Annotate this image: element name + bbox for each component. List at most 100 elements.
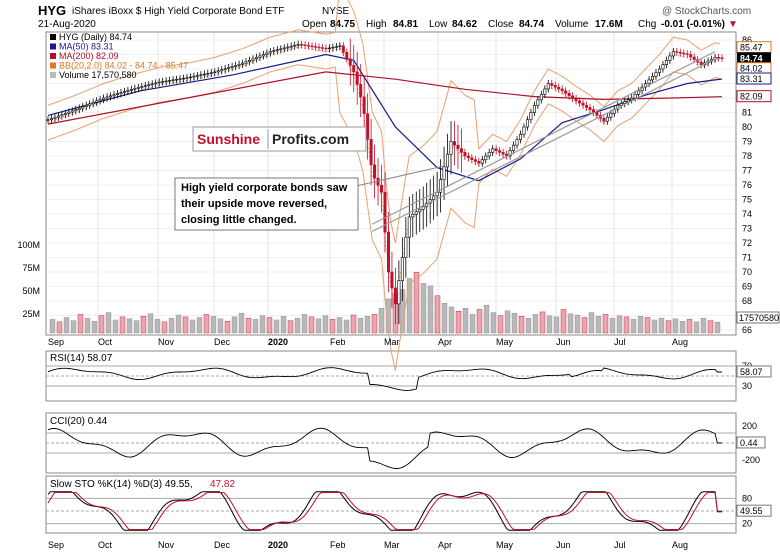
candle-body xyxy=(605,116,609,122)
trend-line-lower xyxy=(371,58,716,232)
volume-bar xyxy=(56,321,63,334)
volume-bar xyxy=(245,317,252,334)
rsi-tag: 58.07 xyxy=(740,367,763,377)
cci-label: CCI(20) 0.44 xyxy=(50,416,108,427)
candle-body xyxy=(682,52,686,55)
price-tick-label: 78 xyxy=(742,151,752,161)
volume-bar xyxy=(588,312,595,334)
volume-bar xyxy=(420,283,427,334)
volume-bar xyxy=(217,318,224,334)
price-tick-label: 73 xyxy=(742,224,752,234)
volume-bar xyxy=(357,317,364,334)
volume-bar xyxy=(294,317,301,334)
bb-lower xyxy=(47,64,720,371)
candle-body xyxy=(331,46,335,49)
candle-body xyxy=(491,148,495,153)
volume-bar xyxy=(161,321,168,334)
volume-bar xyxy=(511,312,518,334)
volume-bar xyxy=(371,314,378,334)
candle-body xyxy=(543,88,547,95)
candle-body xyxy=(91,102,95,105)
x-tick-label-bottom: Dec xyxy=(214,540,231,550)
stochastic-indicator: 80 20 49.55 xyxy=(46,491,772,531)
volume-bar xyxy=(490,312,497,334)
x-tick-label-top: Oct xyxy=(98,337,113,347)
candle-body xyxy=(115,93,119,96)
candle-body xyxy=(595,112,599,116)
x-tick-label-top: Dec xyxy=(214,337,231,347)
candle-body xyxy=(63,113,67,115)
svg-text:Low: Low xyxy=(429,19,448,30)
candle-body xyxy=(334,46,338,48)
volume-tag-bg xyxy=(736,311,780,324)
candle-body xyxy=(717,57,721,59)
candle-body xyxy=(74,109,78,112)
x-tick-label-bottom: 2020 xyxy=(268,540,288,550)
candle-body xyxy=(272,50,276,52)
sto-tag: 49.55 xyxy=(740,506,763,516)
candle-body xyxy=(414,211,418,215)
candle-body xyxy=(571,95,575,99)
volume-bar xyxy=(91,321,98,334)
candle-body xyxy=(560,88,564,92)
candle-body xyxy=(102,97,106,100)
candle-body xyxy=(314,46,318,48)
candle-body xyxy=(348,58,352,66)
candle-body xyxy=(213,71,217,74)
candle-body xyxy=(279,48,283,51)
candle-body xyxy=(470,157,474,160)
candle-body xyxy=(525,119,529,128)
candle-body xyxy=(550,83,554,86)
price-tick-label: 66 xyxy=(742,325,752,335)
candle-body xyxy=(209,72,213,74)
volume-bar xyxy=(707,320,714,334)
candle-body xyxy=(446,153,450,168)
volume-bar xyxy=(308,316,315,334)
volume-bar xyxy=(406,278,413,334)
price-tick-label: 68 xyxy=(742,296,752,306)
svg-text:Volume: Volume xyxy=(555,19,589,30)
cci-line xyxy=(47,427,722,469)
volume-bar xyxy=(203,314,210,334)
x-tick-label-top: Sep xyxy=(48,337,64,347)
legend-swatch xyxy=(50,34,56,40)
price-tick-label: 79 xyxy=(742,137,752,147)
volume-bar xyxy=(595,316,602,334)
price-tag-bg xyxy=(736,90,772,103)
volume-bar xyxy=(238,312,245,334)
volume-bar xyxy=(434,295,441,334)
price-tick-label: 74 xyxy=(742,209,752,219)
candle-body xyxy=(452,141,456,146)
volume-bar xyxy=(553,316,560,334)
volume-bar xyxy=(518,316,525,334)
volume-bar xyxy=(609,317,616,334)
candle-body xyxy=(192,75,196,78)
price-tag: 83.31 xyxy=(740,74,763,84)
candle-body xyxy=(168,80,172,82)
volume-tick-label: 50M xyxy=(22,286,40,296)
trend-channel xyxy=(371,51,716,232)
x-tick-label-top: Aug xyxy=(672,337,688,347)
candle-body xyxy=(320,47,324,49)
volume-bar xyxy=(700,317,707,334)
svg-text:Sunshine: Sunshine xyxy=(197,131,260,147)
candle-body xyxy=(188,76,192,79)
candle-body xyxy=(442,166,446,180)
volume-bar xyxy=(140,316,147,334)
candle-body xyxy=(133,88,137,90)
volume-bar xyxy=(266,317,273,334)
volume-bar xyxy=(539,311,546,334)
candle-body xyxy=(578,100,582,104)
candle-body xyxy=(105,96,109,99)
candle-body xyxy=(546,83,550,90)
candle-body xyxy=(345,52,349,60)
candle-body xyxy=(258,55,262,58)
volume-bar xyxy=(504,310,511,334)
volume-bar xyxy=(476,309,483,334)
candle-body xyxy=(126,90,130,92)
volume-bar xyxy=(672,318,679,334)
candle-body xyxy=(248,59,252,63)
price-tick-label: 81 xyxy=(742,108,752,118)
candle-body xyxy=(98,99,102,102)
x-tick-label-bottom: Jun xyxy=(556,540,571,550)
